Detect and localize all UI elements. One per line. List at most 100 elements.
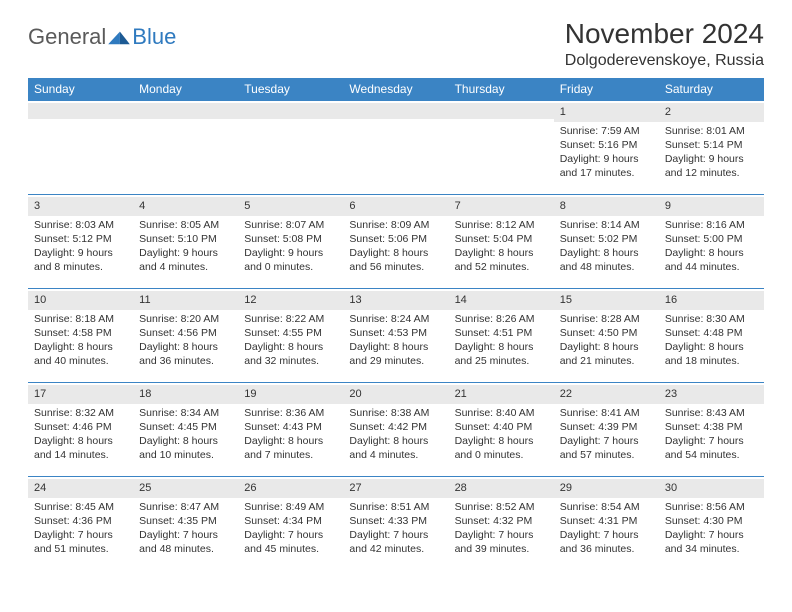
logo-triangle-icon — [108, 28, 130, 46]
day-number — [238, 103, 343, 119]
calendar-week-row: 24Sunrise: 8:45 AMSunset: 4:36 PMDayligh… — [28, 477, 764, 571]
sunset-line: Sunset: 4:40 PM — [455, 420, 548, 434]
day-number: 28 — [449, 479, 554, 498]
day-number: 12 — [238, 291, 343, 310]
sunset-line: Sunset: 5:10 PM — [139, 232, 232, 246]
daylight-line: Daylight: 8 hours and 32 minutes. — [244, 340, 337, 368]
day-number: 6 — [343, 197, 448, 216]
daylight-line: Daylight: 7 hours and 34 minutes. — [665, 528, 758, 556]
daylight-line: Daylight: 8 hours and 25 minutes. — [455, 340, 548, 368]
calendar-day-cell: 3Sunrise: 8:03 AMSunset: 5:12 PMDaylight… — [28, 195, 133, 289]
calendar-day-cell: 5Sunrise: 8:07 AMSunset: 5:08 PMDaylight… — [238, 195, 343, 289]
weekday-header: Wednesday — [343, 78, 448, 101]
day-number — [343, 103, 448, 119]
day-number: 24 — [28, 479, 133, 498]
sunset-line: Sunset: 4:36 PM — [34, 514, 127, 528]
calendar-day-cell: 15Sunrise: 8:28 AMSunset: 4:50 PMDayligh… — [554, 289, 659, 383]
daylight-line: Daylight: 7 hours and 51 minutes. — [34, 528, 127, 556]
day-number: 16 — [659, 291, 764, 310]
daylight-line: Daylight: 8 hours and 56 minutes. — [349, 246, 442, 274]
daylight-line: Daylight: 7 hours and 36 minutes. — [560, 528, 653, 556]
calendar-table: SundayMondayTuesdayWednesdayThursdayFrid… — [28, 78, 764, 571]
day-number — [28, 103, 133, 119]
sunrise-line: Sunrise: 8:30 AM — [665, 312, 758, 326]
calendar-day-cell: 10Sunrise: 8:18 AMSunset: 4:58 PMDayligh… — [28, 289, 133, 383]
day-number: 9 — [659, 197, 764, 216]
logo: General Blue — [28, 18, 176, 50]
daylight-line: Daylight: 7 hours and 42 minutes. — [349, 528, 442, 556]
daylight-line: Daylight: 8 hours and 48 minutes. — [560, 246, 653, 274]
weekday-header: Monday — [133, 78, 238, 101]
location: Dolgoderevenskoye, Russia — [565, 52, 764, 70]
sunset-line: Sunset: 5:04 PM — [455, 232, 548, 246]
daylight-line: Daylight: 7 hours and 45 minutes. — [244, 528, 337, 556]
sunset-line: Sunset: 4:48 PM — [665, 326, 758, 340]
calendar-day-cell: 25Sunrise: 8:47 AMSunset: 4:35 PMDayligh… — [133, 477, 238, 571]
sunrise-line: Sunrise: 8:51 AM — [349, 500, 442, 514]
sunset-line: Sunset: 4:39 PM — [560, 420, 653, 434]
calendar-day-cell: 9 Sunrise: 8:16 AMSunset: 5:00 PMDaylight… — [659, 195, 764, 289]
day-number: 22 — [554, 385, 659, 404]
weekday-header: Tuesday — [238, 78, 343, 101]
sunset-line: Sunset: 4:46 PM — [34, 420, 127, 434]
sunrise-line: Sunrise: 8:18 AM — [34, 312, 127, 326]
calendar-week-row: 17Sunrise: 8:32 AMSunset: 4:46 PMDayligh… — [28, 383, 764, 477]
calendar-day-cell: 12Sunrise: 8:22 AMSunset: 4:55 PMDayligh… — [238, 289, 343, 383]
weekday-header-row: SundayMondayTuesdayWednesdayThursdayFrid… — [28, 78, 764, 101]
sunset-line: Sunset: 4:58 PM — [34, 326, 127, 340]
sunset-line: Sunset: 4:31 PM — [560, 514, 653, 528]
calendar-day-cell: 30Sunrise: 8:56 AMSunset: 4:30 PMDayligh… — [659, 477, 764, 571]
calendar-day-cell: 1Sunrise: 7:59 AMSunset: 5:16 PMDaylight… — [554, 101, 659, 195]
daylight-line: Daylight: 9 hours and 4 minutes. — [139, 246, 232, 274]
sunrise-line: Sunrise: 8:03 AM — [34, 218, 127, 232]
sunrise-line: Sunrise: 8:12 AM — [455, 218, 548, 232]
sunset-line: Sunset: 5:00 PM — [665, 232, 758, 246]
day-number — [449, 103, 554, 119]
sunrise-line: Sunrise: 8:16 AM — [665, 218, 758, 232]
daylight-line: Daylight: 8 hours and 44 minutes. — [665, 246, 758, 274]
sunrise-line: Sunrise: 7:59 AM — [560, 124, 653, 138]
sunrise-line: Sunrise: 8:07 AM — [244, 218, 337, 232]
sunrise-line: Sunrise: 8:32 AM — [34, 406, 127, 420]
calendar-day-cell: 6 Sunrise: 8:09 AMSunset: 5:06 PMDaylight… — [343, 195, 448, 289]
day-number: 23 — [659, 385, 764, 404]
calendar-day-cell: 26Sunrise: 8:49 AMSunset: 4:34 PMDayligh… — [238, 477, 343, 571]
day-number: 25 — [133, 479, 238, 498]
daylight-line: Daylight: 7 hours and 39 minutes. — [455, 528, 548, 556]
daylight-line: Daylight: 8 hours and 4 minutes. — [349, 434, 442, 462]
sunrise-line: Sunrise: 8:34 AM — [139, 406, 232, 420]
calendar-day-cell: 7Sunrise: 8:12 AMSunset: 5:04 PMDaylight… — [449, 195, 554, 289]
calendar-day-cell: 23Sunrise: 8:43 AMSunset: 4:38 PMDayligh… — [659, 383, 764, 477]
calendar-day-cell — [343, 101, 448, 195]
calendar-day-cell: 11Sunrise: 8:20 AMSunset: 4:56 PMDayligh… — [133, 289, 238, 383]
calendar-day-cell: 27Sunrise: 8:51 AMSunset: 4:33 PMDayligh… — [343, 477, 448, 571]
sunset-line: Sunset: 4:35 PM — [139, 514, 232, 528]
day-number: 14 — [449, 291, 554, 310]
sunrise-line: Sunrise: 8:54 AM — [560, 500, 653, 514]
day-number: 15 — [554, 291, 659, 310]
calendar-day-cell: 24 Sunrise: 8:45 AMSunset: 4:36 PMDayligh… — [28, 477, 133, 571]
sunrise-line: Sunrise: 8:28 AM — [560, 312, 653, 326]
sunrise-line: Sunrise: 8:47 AM — [139, 500, 232, 514]
day-number: 8 — [554, 197, 659, 216]
sunrise-line: Sunrise: 8:43 AM — [665, 406, 758, 420]
sunrise-line: Sunrise: 8:40 AM — [455, 406, 548, 420]
calendar-body: 1Sunrise: 7:59 AMSunset: 5:16 PMDaylight… — [28, 101, 764, 571]
day-number: 19 — [238, 385, 343, 404]
sunset-line: Sunset: 4:53 PM — [349, 326, 442, 340]
calendar-day-cell: 19Sunrise: 8:36 AMSunset: 4:43 PMDayligh… — [238, 383, 343, 477]
sunrise-line: Sunrise: 8:56 AM — [665, 500, 758, 514]
day-number: 1 — [554, 103, 659, 122]
sunset-line: Sunset: 4:30 PM — [665, 514, 758, 528]
weekday-header: Sunday — [28, 78, 133, 101]
sunset-line: Sunset: 4:33 PM — [349, 514, 442, 528]
sunrise-line: Sunrise: 8:09 AM — [349, 218, 442, 232]
calendar-day-cell: 22Sunrise: 8:41 AMSunset: 4:39 PMDayligh… — [554, 383, 659, 477]
calendar-day-cell: 16Sunrise: 8:30 AMSunset: 4:48 PMDayligh… — [659, 289, 764, 383]
sunrise-line: Sunrise: 8:45 AM — [34, 500, 127, 514]
daylight-line: Daylight: 9 hours and 8 minutes. — [34, 246, 127, 274]
calendar-week-row: 3Sunrise: 8:03 AMSunset: 5:12 PMDaylight… — [28, 195, 764, 289]
sunset-line: Sunset: 5:06 PM — [349, 232, 442, 246]
calendar-day-cell: 13Sunrise: 8:24 AMSunset: 4:53 PMDayligh… — [343, 289, 448, 383]
calendar-day-cell: 21Sunrise: 8:40 AMSunset: 4:40 PMDayligh… — [449, 383, 554, 477]
